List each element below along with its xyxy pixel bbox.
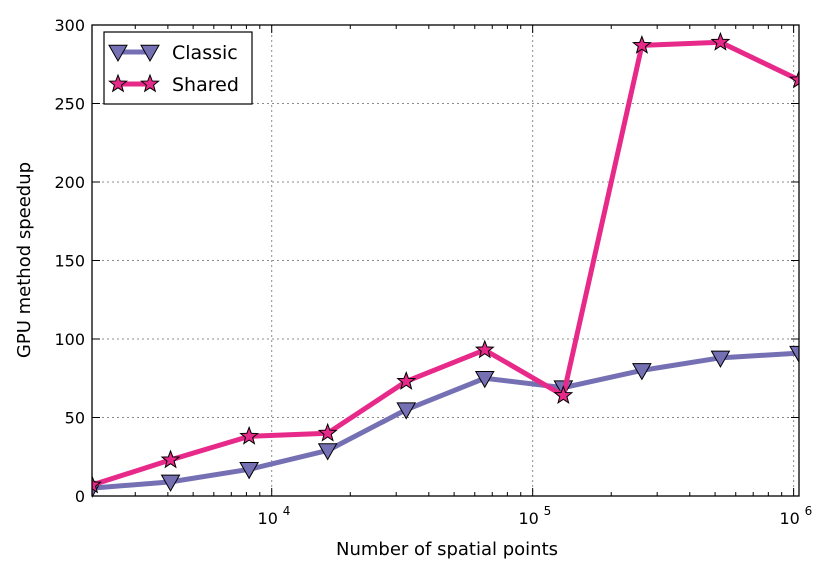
legend-marker-shared [108, 73, 128, 93]
data-point-shared [631, 34, 652, 54]
data-point-classic [317, 443, 338, 461]
y-tick-label: 0 [75, 487, 85, 506]
legend: Classic Shared [103, 31, 253, 105]
legend-entries: Classic Shared [108, 42, 239, 96]
data-point-classic [160, 474, 181, 492]
data-point-classic [474, 371, 495, 389]
axis-ticks: 0 50 100 150 200 250 300 10 4 10 5 10 6 [54, 16, 812, 528]
data-point-classic [789, 345, 799, 364]
legend-marker-classic [140, 44, 160, 63]
data-point-shared [160, 449, 181, 469]
data-point-classic [710, 350, 731, 368]
y-tick-label: 200 [54, 173, 85, 192]
y-tick-label: 100 [54, 330, 85, 349]
x-tick-label: 10 [258, 509, 278, 528]
legend-entry-shared: Shared [108, 73, 239, 96]
data-point-classic [632, 363, 652, 381]
x-tick-label: 10 [779, 509, 799, 528]
x-tick-exponent: 4 [283, 504, 291, 518]
y-axis-title: GPU method speedup [14, 162, 35, 358]
legend-label-shared: Shared [172, 74, 239, 96]
data-point-shared [239, 425, 260, 445]
x-tick-label: 10 [518, 509, 538, 528]
data-point-classic [239, 462, 259, 480]
data-point-shared [92, 474, 102, 494]
y-tick-label: 250 [54, 95, 85, 114]
legend-marker-classic [108, 44, 128, 63]
legend-entry-classic: Classic [108, 42, 238, 64]
legend-marker-shared [140, 73, 160, 93]
series-classic [92, 345, 799, 499]
y-tick-label: 50 [65, 409, 85, 428]
data-point-shared [789, 69, 799, 89]
series-line-classic [92, 350, 799, 491]
series-shared [92, 31, 799, 494]
data-point-shared [553, 385, 574, 404]
series-group [92, 31, 799, 499]
data-point-classic [396, 402, 417, 420]
data-point-shared [474, 339, 495, 359]
series-line-shared [92, 39, 799, 488]
legend-box [103, 31, 253, 105]
x-tick-exponent: 6 [805, 504, 813, 518]
data-point-shared [317, 422, 338, 442]
y-tick-label: 300 [54, 16, 85, 35]
data-point-shared [710, 31, 731, 51]
legend-label-classic: Classic [172, 42, 238, 64]
y-tick-label: 150 [54, 252, 85, 271]
data-point-shared [396, 370, 417, 390]
x-axis-title: Number of spatial points [336, 539, 558, 560]
x-tick-exponent: 5 [544, 504, 552, 518]
